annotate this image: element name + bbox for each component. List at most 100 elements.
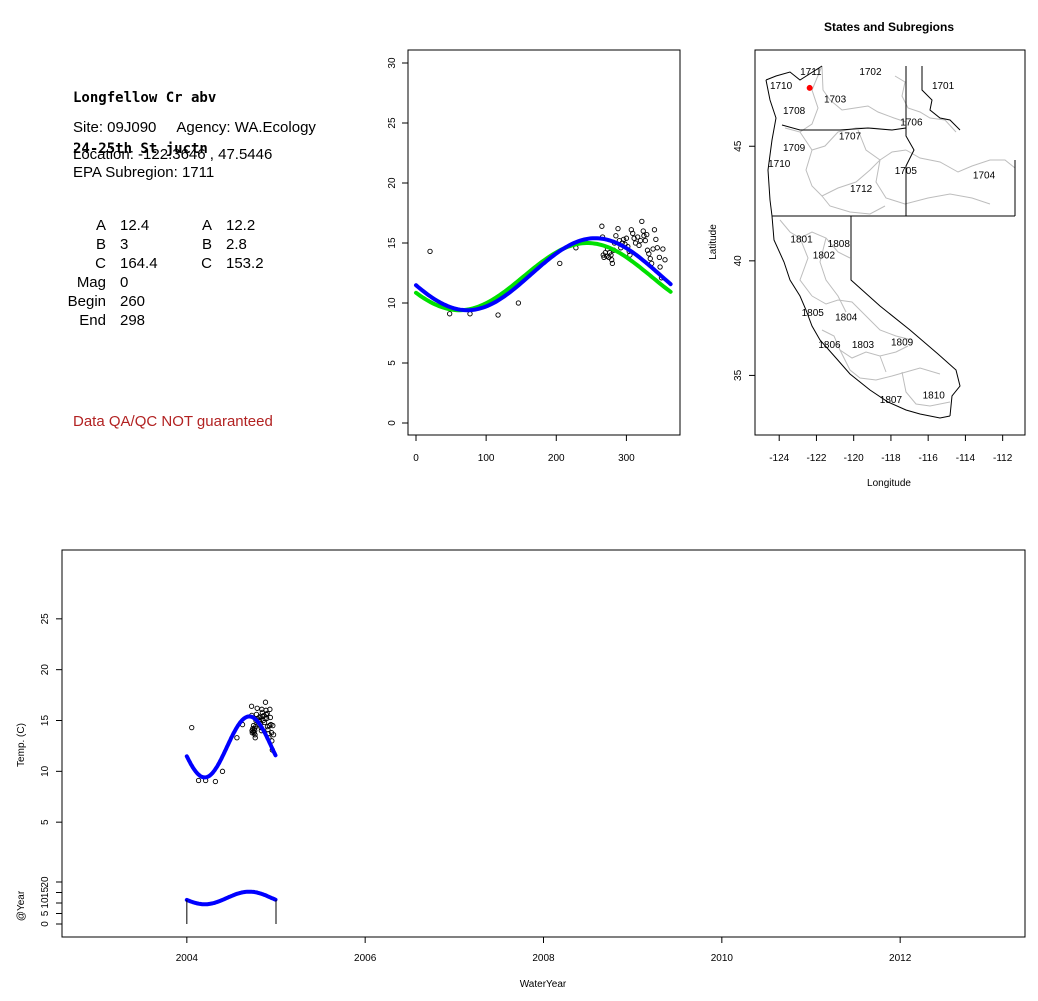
region-label: 1809 [891,338,914,349]
x-tick-label: -114 [956,453,976,464]
param-label: A [95,217,106,234]
ts-data-point [262,699,269,705]
timeseries-xlabel: WaterYear [520,979,567,990]
param-label: Begin [67,293,106,310]
ts-data-point [252,732,258,738]
year-fit-curve [184,889,278,907]
y-tick-label: 20 [40,664,51,676]
x-tick-label: 2010 [711,953,734,964]
y-tick-label: 5 [40,819,51,825]
region-label: 1712 [850,184,873,195]
seasonal-curves [414,236,673,313]
site-title: Longfellow Cr abv 24-25th St juctn [73,56,216,175]
timeseries-ylabel2: @Year [16,890,27,921]
data-point [620,236,627,243]
timeseries-plot-frame [61,549,1026,938]
seasonal-points [427,218,668,318]
y-tick-label: 10 [387,297,398,309]
data-point [609,257,615,263]
y-tick-label: 0 [387,420,398,426]
region-label: 1705 [895,166,918,177]
param-value: 153.2 [226,255,264,272]
y-tick-label: 25 [387,117,398,129]
x-tick-label: -122 [806,453,826,464]
y2-tick-label: 15 [40,887,51,899]
region-label: 1802 [813,251,836,262]
data-point [467,311,473,317]
data-point [657,264,663,270]
site-agency: Site: 09J090 Agency: WA.Ecology [73,119,316,136]
site-title-line2: 24-25th St juctn [73,141,208,157]
qa-note: Data QA/QC NOT guaranteed [73,413,273,430]
region-label: 1808 [828,239,851,250]
x-tick-label: -124 [769,453,789,464]
data-point [427,248,433,255]
map-ylabel: Latitude [708,224,719,260]
x-tick-label: -118 [881,453,901,464]
y-tick-label: 25 [40,613,51,625]
subregion-text: EPA Subregion: 1711 [73,164,215,181]
x-tick-label: 0 [413,453,419,464]
ts-data-point [234,735,240,741]
timeseries-ylabel: Temp. (C) [16,723,27,767]
data-point [608,252,614,258]
ts-data-point [267,714,274,721]
region-label: 1805 [802,308,825,319]
region-label: 1704 [973,170,996,181]
x-tick-label: -112 [993,453,1013,464]
data-point [653,236,659,243]
param-value: 12.4 [120,217,150,234]
data-point [656,254,663,261]
data-point [647,255,653,262]
param-label: C [201,255,212,272]
region-label: 1708 [783,106,806,117]
x-tick-label: 2004 [176,953,199,964]
y-tick-label: 45 [733,140,744,152]
region-label: 1801 [790,235,813,246]
data-point [630,230,636,237]
param-label: C [95,255,106,272]
param-label: A [201,217,212,234]
data-point [515,300,522,306]
y-tick-label: 5 [387,360,398,366]
ts-data-point [212,778,219,785]
region-label: 1703 [824,95,847,106]
y-tick-label: 20 [387,177,398,189]
data-point [634,234,641,240]
site-title-line1: Longfellow Cr abv [73,90,217,106]
data-point [640,228,646,234]
ts-fit-curve [184,714,278,780]
data-point [601,254,607,261]
ts-data-point [252,735,258,741]
data-point [654,245,660,251]
map-xlabel: Longitude [867,478,911,489]
ts-data-point [189,724,195,731]
ts-data-point [219,768,226,774]
param-value: 3 [120,236,129,253]
region-label: 1710 [768,159,791,170]
data-point [641,233,647,239]
data-point [637,237,644,244]
data-point [599,223,605,229]
y-tick-label: 35 [733,369,744,381]
param-value: 12.2 [226,217,256,234]
param-value: 260 [120,293,146,310]
seasonal-axes: 0 100 200 300 0 5 10 15 20 25 30 [387,57,635,464]
x-tick-label: 300 [618,453,635,464]
x-tick-label: 2008 [532,953,555,964]
region-label: 1711 [800,67,822,78]
ts-data-point [270,732,277,738]
param-value: 2.8 [226,236,247,253]
y-tick-label: 30 [387,57,398,69]
region-label: 1804 [835,312,858,323]
x-tick-label: 200 [548,453,565,464]
data-point [623,235,630,241]
data-point [631,235,637,241]
x-tick-label: 2006 [354,953,377,964]
map-title: States and Subregions [824,20,954,34]
data-point [632,240,639,246]
data-point [662,257,668,263]
x-tick-label: -120 [844,453,864,464]
